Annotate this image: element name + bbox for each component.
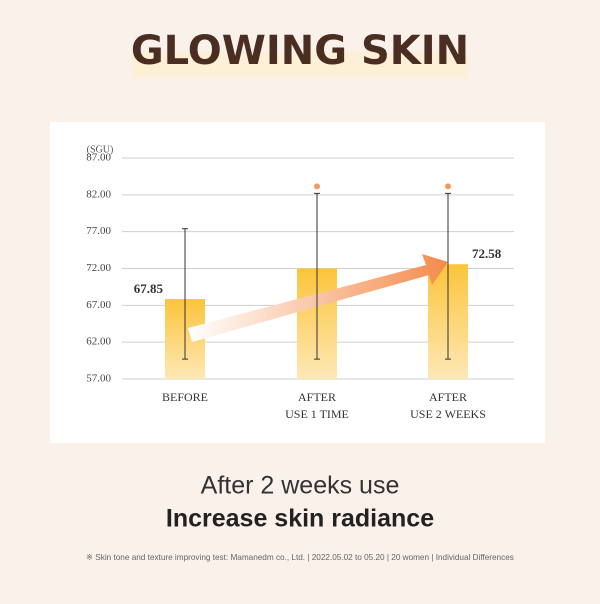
y-tick-label: 62.00 [86,336,111,348]
title-highlight [132,52,468,78]
y-tick-label: 72.00 [86,262,111,274]
y-tick-label: 77.00 [86,225,111,237]
front-layer: 67.85 72.58 [134,183,502,360]
x-tick-label: USE 1 TIME [285,407,349,421]
y-unit: (SGU) [87,144,114,155]
summary-line1: After 2 weeks use [201,472,400,500]
x-tick-label: AFTER [298,390,336,404]
significance-dot [445,183,451,190]
x-tick-label: USE 2 WEEKS [410,407,486,421]
x-tick-label: BEFORE [162,390,208,404]
footnote: ※ Skin tone and texture improving test: … [86,553,514,562]
significance-dot [314,183,320,190]
x-tick-label: AFTER [429,390,467,404]
y-tick-label: 82.00 [86,188,111,200]
y-tick-label: 87.00 [86,152,111,164]
title: GLOWING SKIN [131,28,469,74]
y-tick-label: 67.00 [86,299,111,311]
trend-arrow [188,254,448,342]
value-label: 72.58 [472,246,502,261]
value-label: 67.85 [134,281,164,296]
summary-line2: Increase skin radiance [166,505,434,533]
y-tick-label: 57.00 [86,373,111,385]
